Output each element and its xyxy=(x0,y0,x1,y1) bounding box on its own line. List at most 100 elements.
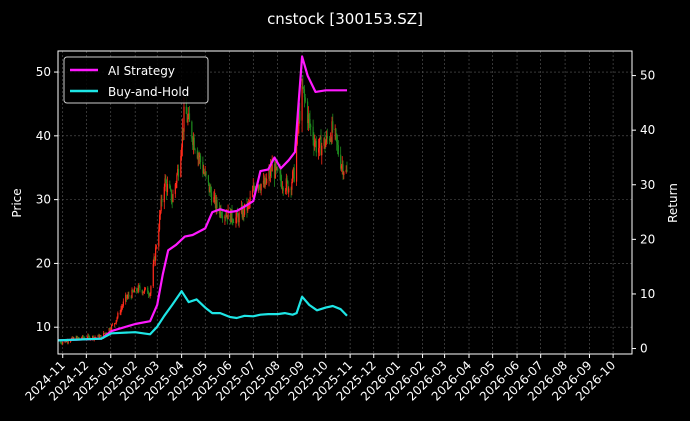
chart-title: cnstock [300153.SZ] xyxy=(267,10,423,28)
candle-body xyxy=(287,181,289,193)
candle-body xyxy=(288,188,290,193)
candle-body xyxy=(109,328,111,330)
candle-body xyxy=(66,340,68,343)
candle-body xyxy=(237,215,239,223)
candle-body xyxy=(246,203,248,211)
candle-body xyxy=(345,169,347,173)
candle-body xyxy=(335,129,337,134)
candle-body xyxy=(314,141,317,143)
candle-body xyxy=(174,184,176,194)
candle-body xyxy=(104,332,106,334)
candle-body xyxy=(230,208,232,223)
candle-body xyxy=(137,285,139,292)
candle-body xyxy=(95,337,97,338)
left-axis: 10 20 30 40 50 xyxy=(36,65,58,334)
candle-body xyxy=(209,187,211,193)
candle-body xyxy=(138,285,140,287)
candle-body xyxy=(232,220,234,223)
candle-body xyxy=(313,140,315,147)
candle-body xyxy=(214,195,216,198)
candle-body xyxy=(232,222,235,223)
candle-body xyxy=(285,178,287,191)
y2-tick-label: 20 xyxy=(640,232,655,246)
candle-body xyxy=(269,170,271,177)
candle-body xyxy=(303,89,306,98)
candle-body xyxy=(77,337,80,339)
candle-body xyxy=(226,215,228,220)
candle-body xyxy=(295,143,298,182)
candle-body xyxy=(181,147,183,156)
candle-body xyxy=(199,155,202,163)
y-tick-label: 50 xyxy=(36,65,51,79)
candle-body xyxy=(164,178,166,187)
candle-body xyxy=(136,291,139,292)
candle-body xyxy=(271,164,273,172)
candle-body xyxy=(183,106,185,132)
candle-body xyxy=(251,190,254,198)
candle-body xyxy=(71,337,73,339)
candle-body xyxy=(231,208,233,221)
candle-body xyxy=(236,212,239,216)
candle-body xyxy=(225,216,227,218)
candle-body xyxy=(221,216,224,219)
candle-body xyxy=(236,212,238,218)
candle-body xyxy=(220,207,222,216)
candle-body xyxy=(210,192,213,203)
candle-body xyxy=(197,155,199,159)
candle-body xyxy=(331,121,333,143)
candle-body xyxy=(133,288,135,293)
candle-body xyxy=(253,186,255,189)
candle-body xyxy=(103,332,106,334)
y-axis-label: Price xyxy=(10,188,24,217)
candle-body xyxy=(306,101,309,124)
candle-body xyxy=(169,188,172,190)
candle-body xyxy=(116,317,118,321)
candle-body xyxy=(155,246,158,248)
candle-body xyxy=(187,117,189,123)
candle-body xyxy=(221,215,223,217)
candle-body xyxy=(97,335,99,338)
candle-body xyxy=(148,294,150,296)
candle-body xyxy=(292,171,294,183)
candle-body xyxy=(332,121,334,130)
legend-label-buy-and-hold: Buy-and-Hold xyxy=(108,85,189,99)
candle-body xyxy=(119,312,121,314)
candle-body xyxy=(88,335,90,337)
candle-body xyxy=(99,336,101,339)
candle-body xyxy=(126,296,128,299)
series-lines xyxy=(57,55,348,342)
candle-body xyxy=(94,337,96,339)
candle-body xyxy=(252,186,254,191)
candle-body xyxy=(320,136,322,156)
candle-body xyxy=(180,155,182,177)
candle-body xyxy=(321,145,323,156)
candle-body xyxy=(181,128,184,148)
candle-body xyxy=(194,149,196,151)
legend-box xyxy=(63,56,209,104)
candle-body xyxy=(343,172,345,175)
candle-body xyxy=(198,155,200,158)
candle-body xyxy=(125,294,127,302)
candle-body xyxy=(177,168,180,177)
candle-body xyxy=(281,180,283,188)
y2-tick-label: 30 xyxy=(640,178,655,192)
candle-body xyxy=(128,294,130,297)
candle-body xyxy=(196,150,198,159)
candle-body xyxy=(163,186,165,203)
candle-body xyxy=(276,167,278,169)
candle-body xyxy=(336,133,338,142)
candle-body xyxy=(191,121,193,139)
candle-body xyxy=(263,180,265,187)
candle-body xyxy=(199,155,201,158)
candle-body xyxy=(325,142,327,147)
candle-body xyxy=(161,199,163,203)
y-tick-label: 40 xyxy=(36,129,51,143)
candle-body xyxy=(326,135,328,139)
candle-body xyxy=(235,217,237,223)
candle-body xyxy=(72,337,74,339)
candle-body xyxy=(203,172,205,174)
candle-body xyxy=(171,201,173,203)
candle-body xyxy=(296,127,298,144)
candle-body xyxy=(158,214,161,230)
y2-tick-label: 40 xyxy=(640,123,655,137)
